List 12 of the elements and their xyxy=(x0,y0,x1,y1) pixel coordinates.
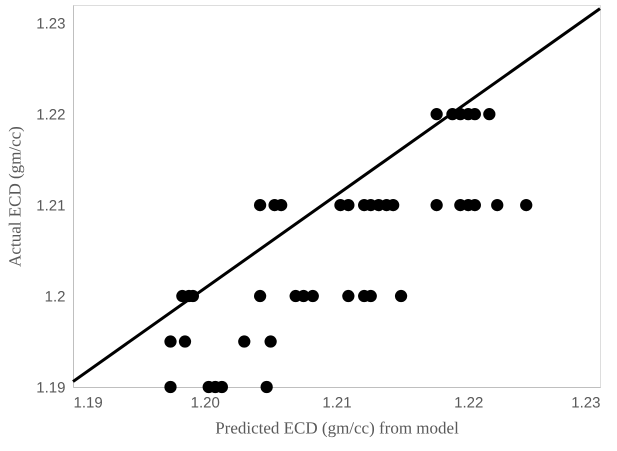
x-tick-label: 1.21 xyxy=(322,394,352,412)
y-tick-label: 1.2 xyxy=(44,288,66,306)
y-tick-label: 1.19 xyxy=(36,380,66,396)
x-tick-label: 1.23 xyxy=(571,394,600,412)
y-tick-label: 1.22 xyxy=(36,106,66,124)
y-tick-label: 1.23 xyxy=(36,16,66,33)
y-axis-title: Actual ECD (gm/cc) xyxy=(5,126,24,267)
x-tick-label: 1.20 xyxy=(190,394,220,412)
x-tick-label: 1.19 xyxy=(74,394,103,412)
y-tick-label: 1.21 xyxy=(36,198,66,215)
x-axis-title: Predicted ECD (gm/cc) from model xyxy=(215,418,460,438)
x-tick-label: 1.22 xyxy=(454,394,484,412)
